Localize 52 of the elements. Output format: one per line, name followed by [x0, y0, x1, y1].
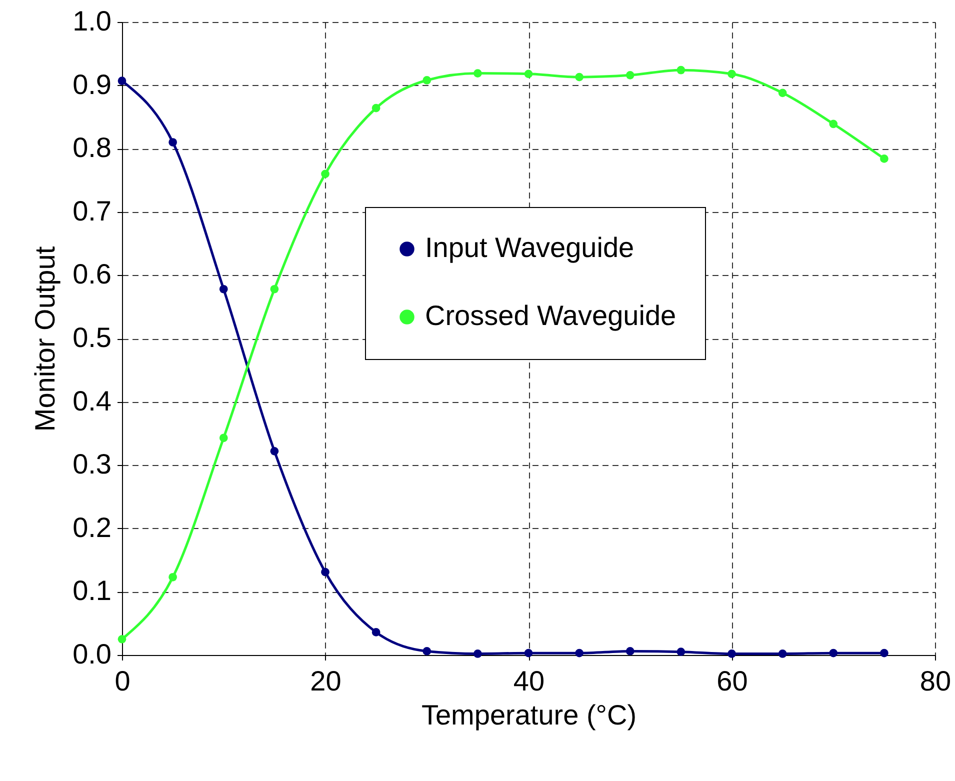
point: [422, 76, 432, 84]
point: [728, 70, 736, 78]
y-tick-label: 0.1: [72, 575, 112, 606]
point: [422, 647, 432, 656]
point: [168, 138, 177, 146]
point: [778, 650, 787, 658]
point: [270, 447, 279, 456]
x-axis-title: Temperature (°C): [421, 700, 637, 730]
point: [626, 647, 634, 656]
legend-label: Input Waveguide: [425, 232, 634, 263]
y-tick-label: 0.8: [72, 132, 112, 164]
point: [728, 650, 736, 658]
point: [219, 284, 228, 294]
point: [575, 72, 584, 82]
point: [626, 70, 634, 80]
point: [168, 572, 177, 582]
y-tick-label: 0.3: [72, 448, 112, 480]
y-tick-label: 0.4: [72, 385, 112, 416]
y-tick-label: 0.2: [72, 512, 112, 543]
point: [524, 70, 533, 78]
point: [321, 170, 330, 178]
x-tick-label: 20: [310, 666, 342, 696]
x-tick-label: 40: [513, 666, 545, 696]
point: [219, 434, 228, 442]
point: [372, 628, 380, 636]
legend-label: Crossed Waveguide: [425, 300, 676, 331]
point: [575, 648, 584, 658]
point: [880, 154, 888, 163]
point: [118, 635, 126, 644]
y-axis-title: Monitor Output: [30, 246, 61, 432]
y-tick-label: 0.9: [72, 68, 112, 100]
point: [676, 66, 686, 74]
point: [321, 568, 330, 576]
y-tick-label: 1.0: [72, 6, 112, 36]
y-tick-label: 0.6: [72, 258, 112, 290]
point: [524, 648, 533, 658]
point: [474, 650, 482, 658]
y-tick-label: 0.0: [72, 638, 112, 670]
point: [778, 88, 787, 98]
x-tick-label: 0: [114, 666, 130, 696]
y-tick-label: 0.7: [72, 195, 112, 226]
point: [270, 284, 279, 294]
point: [372, 104, 380, 112]
x-tick-label: 80: [920, 666, 952, 696]
x-tick-label: 60: [716, 666, 748, 696]
y-tick-label: 0.5: [72, 322, 112, 353]
point: [880, 648, 888, 658]
point: [829, 120, 838, 128]
point: [829, 648, 838, 658]
point: [474, 69, 482, 78]
point: [118, 76, 126, 86]
point: [676, 648, 686, 656]
